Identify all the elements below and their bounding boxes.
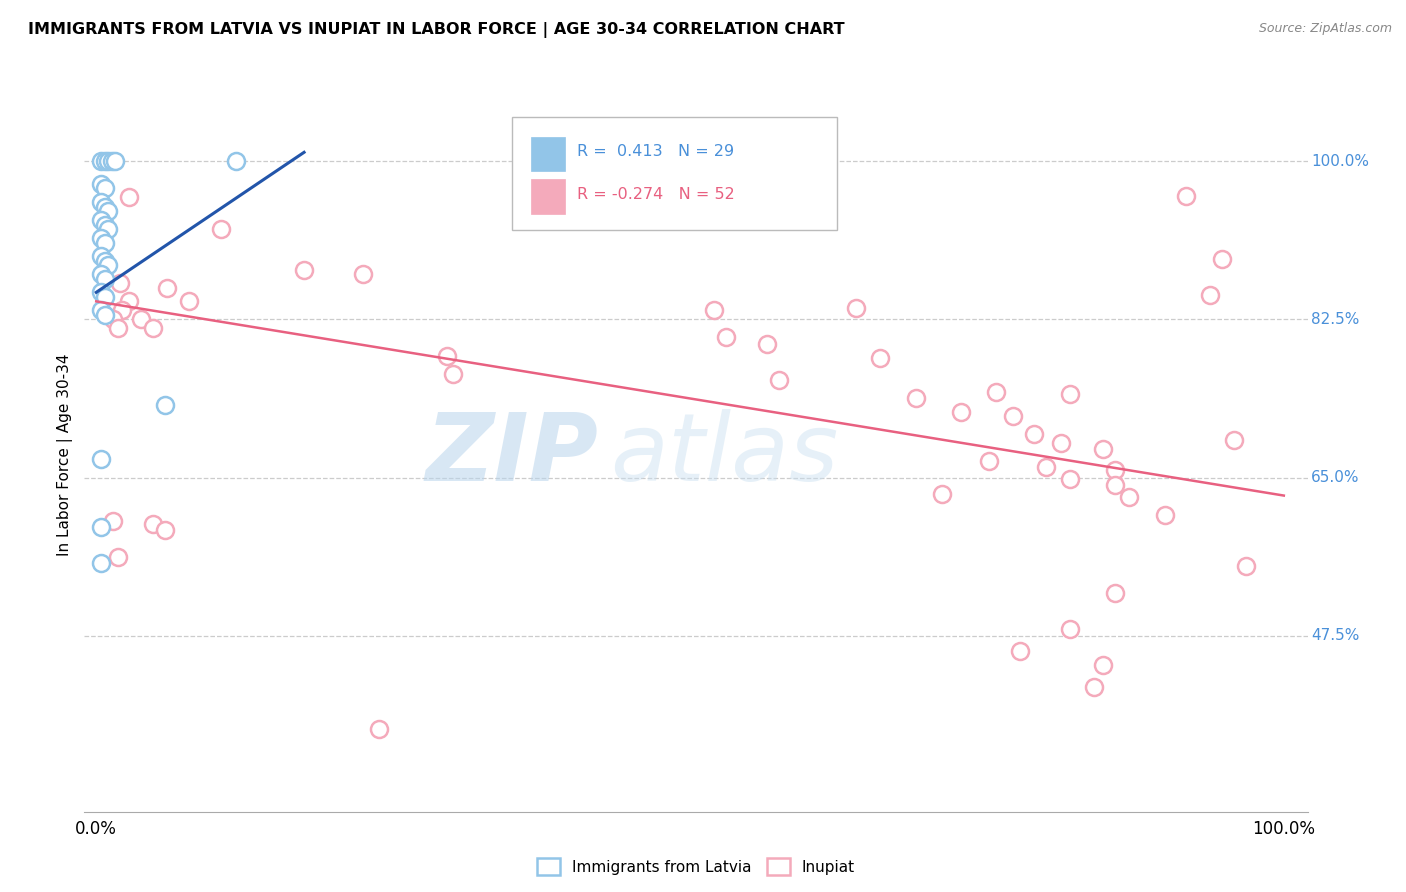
Point	[441, 367, 464, 381]
Text: 47.5%: 47.5%	[1312, 628, 1360, 643]
Text: atlas: atlas	[610, 409, 838, 500]
Point	[1059, 387, 1081, 401]
Point	[93, 200, 115, 214]
Point	[100, 154, 122, 169]
Point	[1104, 586, 1126, 600]
Point	[1010, 644, 1032, 658]
Point	[101, 312, 124, 326]
Legend: Immigrants from Latvia, Inupiat: Immigrants from Latvia, Inupiat	[537, 858, 855, 875]
Point	[1035, 459, 1057, 474]
Point	[93, 253, 115, 268]
Point	[979, 454, 1001, 468]
Point	[142, 321, 165, 335]
Point	[768, 373, 790, 387]
Point	[153, 398, 176, 412]
Point	[367, 722, 389, 736]
Point	[156, 281, 179, 295]
Text: 65.0%: 65.0%	[1312, 470, 1360, 485]
Point	[1154, 508, 1177, 523]
Point	[714, 330, 737, 344]
Text: 82.5%: 82.5%	[1312, 312, 1360, 327]
Point	[352, 267, 374, 281]
Point	[1118, 491, 1140, 505]
Point	[90, 154, 112, 169]
Point	[904, 391, 927, 405]
Point	[1059, 472, 1081, 486]
Y-axis label: In Labor Force | Age 30-34: In Labor Force | Age 30-34	[58, 353, 73, 557]
Point	[108, 277, 131, 291]
Point	[292, 262, 315, 277]
Point	[97, 222, 120, 236]
Point	[90, 267, 112, 281]
Point	[1234, 559, 1257, 574]
Point	[1092, 442, 1115, 456]
Point	[118, 190, 141, 204]
Point	[177, 294, 200, 309]
Point	[142, 517, 165, 532]
Point	[97, 204, 120, 219]
Point	[1083, 680, 1105, 694]
Text: 100.0%: 100.0%	[1312, 153, 1369, 169]
Point	[93, 308, 115, 322]
Text: R =  0.413   N = 29: R = 0.413 N = 29	[578, 145, 734, 159]
Point	[93, 154, 115, 169]
Point	[107, 321, 129, 335]
Point	[93, 290, 115, 304]
Bar	[531, 136, 565, 171]
Point	[90, 452, 112, 467]
Point	[104, 154, 127, 169]
Point	[436, 349, 458, 363]
Point	[1092, 658, 1115, 673]
Point	[1059, 622, 1081, 636]
Point	[1002, 409, 1025, 423]
Point	[209, 222, 232, 236]
Point	[107, 549, 129, 564]
Text: R = -0.274   N = 52: R = -0.274 N = 52	[578, 187, 735, 202]
Point	[97, 154, 120, 169]
Point	[949, 405, 972, 419]
Point	[1223, 433, 1246, 447]
Point	[1049, 436, 1071, 450]
Point	[1024, 427, 1046, 442]
Text: IMMIGRANTS FROM LATVIA VS INUPIAT IN LABOR FORCE | AGE 30-34 CORRELATION CHART: IMMIGRANTS FROM LATVIA VS INUPIAT IN LAB…	[28, 22, 845, 38]
Point	[703, 303, 725, 318]
Point	[931, 487, 953, 501]
Point	[90, 557, 112, 571]
Point	[1199, 288, 1222, 302]
Point	[90, 177, 112, 191]
Point	[90, 213, 112, 227]
Point	[101, 514, 124, 528]
Point	[131, 312, 153, 326]
Point	[1104, 463, 1126, 477]
Point	[90, 303, 112, 318]
FancyBboxPatch shape	[512, 118, 837, 230]
Point	[869, 351, 891, 366]
Point	[90, 194, 112, 209]
Point	[845, 301, 868, 315]
Point	[90, 231, 112, 245]
Point	[90, 249, 112, 263]
Point	[97, 258, 120, 272]
Text: Source: ZipAtlas.com: Source: ZipAtlas.com	[1258, 22, 1392, 36]
Point	[118, 294, 141, 309]
Point	[93, 272, 115, 286]
Text: ZIP: ZIP	[425, 409, 598, 501]
Point	[153, 523, 176, 537]
Point	[1104, 477, 1126, 491]
Point	[93, 218, 115, 232]
Point	[1175, 188, 1198, 202]
Point	[93, 235, 115, 250]
Point	[111, 303, 134, 318]
Point	[93, 181, 115, 195]
Bar	[531, 179, 565, 214]
Point	[90, 520, 112, 534]
Point	[225, 154, 247, 169]
Point	[756, 336, 779, 351]
Point	[1211, 252, 1233, 266]
Point	[90, 285, 112, 300]
Point	[986, 384, 1008, 399]
